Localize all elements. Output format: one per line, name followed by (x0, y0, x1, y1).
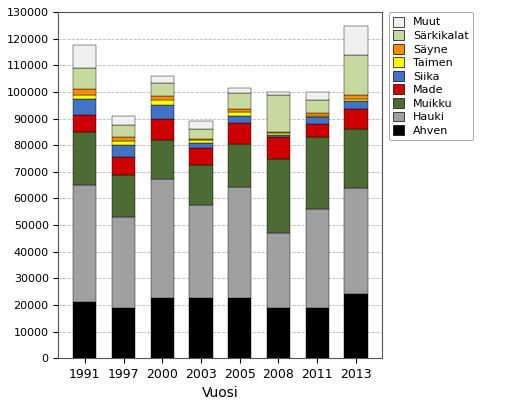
Bar (344, 129, 367, 188)
Bar (267, 95, 290, 132)
Bar (151, 140, 174, 179)
Bar (344, 109, 367, 129)
Bar (190, 121, 212, 129)
Bar (112, 175, 135, 217)
Bar (73, 302, 97, 358)
Bar (151, 105, 174, 119)
Bar (112, 308, 135, 358)
Bar (190, 142, 212, 148)
Bar (344, 95, 367, 99)
Bar (151, 298, 174, 358)
X-axis label: Vuosi: Vuosi (202, 386, 239, 400)
Bar (267, 159, 290, 233)
Bar (306, 100, 329, 113)
Bar (190, 129, 212, 139)
Bar (344, 101, 367, 109)
Bar (151, 76, 174, 83)
Bar (344, 188, 367, 294)
Bar (190, 205, 212, 298)
Bar (190, 148, 212, 165)
Bar (112, 157, 135, 175)
Bar (190, 140, 212, 142)
Bar (306, 92, 329, 100)
Bar (228, 88, 251, 93)
Bar (267, 308, 290, 358)
Bar (344, 26, 367, 55)
Bar (306, 124, 329, 137)
Bar (190, 139, 212, 140)
Bar (190, 165, 212, 205)
Bar (228, 109, 251, 112)
Bar (112, 217, 135, 308)
Bar (344, 294, 367, 358)
Bar (73, 95, 97, 99)
Bar (306, 113, 329, 116)
Legend: Muut, Särkikalat, Säyne, Taimen, Siika, Made, Muikku, Hauki, Ahven: Muut, Särkikalat, Säyne, Taimen, Siika, … (389, 12, 474, 140)
Bar (306, 117, 329, 124)
Bar (267, 133, 290, 135)
Bar (228, 112, 251, 116)
Bar (112, 145, 135, 157)
Bar (151, 179, 174, 298)
Bar (73, 99, 97, 115)
Bar (344, 55, 367, 95)
Bar (228, 116, 251, 123)
Bar (73, 185, 97, 302)
Bar (267, 137, 290, 159)
Bar (306, 308, 329, 358)
Bar (112, 137, 135, 141)
Bar (151, 96, 174, 100)
Bar (344, 99, 367, 101)
Bar (306, 209, 329, 308)
Bar (112, 116, 135, 125)
Bar (73, 68, 97, 90)
Bar (73, 115, 97, 132)
Bar (190, 298, 212, 358)
Bar (112, 125, 135, 137)
Bar (267, 233, 290, 308)
Bar (151, 83, 174, 96)
Bar (228, 186, 251, 298)
Bar (73, 132, 97, 185)
Bar (228, 144, 251, 186)
Bar (112, 141, 135, 145)
Bar (151, 119, 174, 140)
Bar (228, 123, 251, 144)
Bar (306, 137, 329, 209)
Bar (267, 135, 290, 137)
Bar (306, 116, 329, 117)
Bar (228, 93, 251, 109)
Bar (151, 100, 174, 105)
Bar (267, 92, 290, 95)
Bar (228, 298, 251, 358)
Y-axis label: Saalis (kg): Saalis (kg) (0, 149, 1, 222)
Bar (267, 132, 290, 133)
Bar (73, 46, 97, 68)
Bar (73, 90, 97, 95)
